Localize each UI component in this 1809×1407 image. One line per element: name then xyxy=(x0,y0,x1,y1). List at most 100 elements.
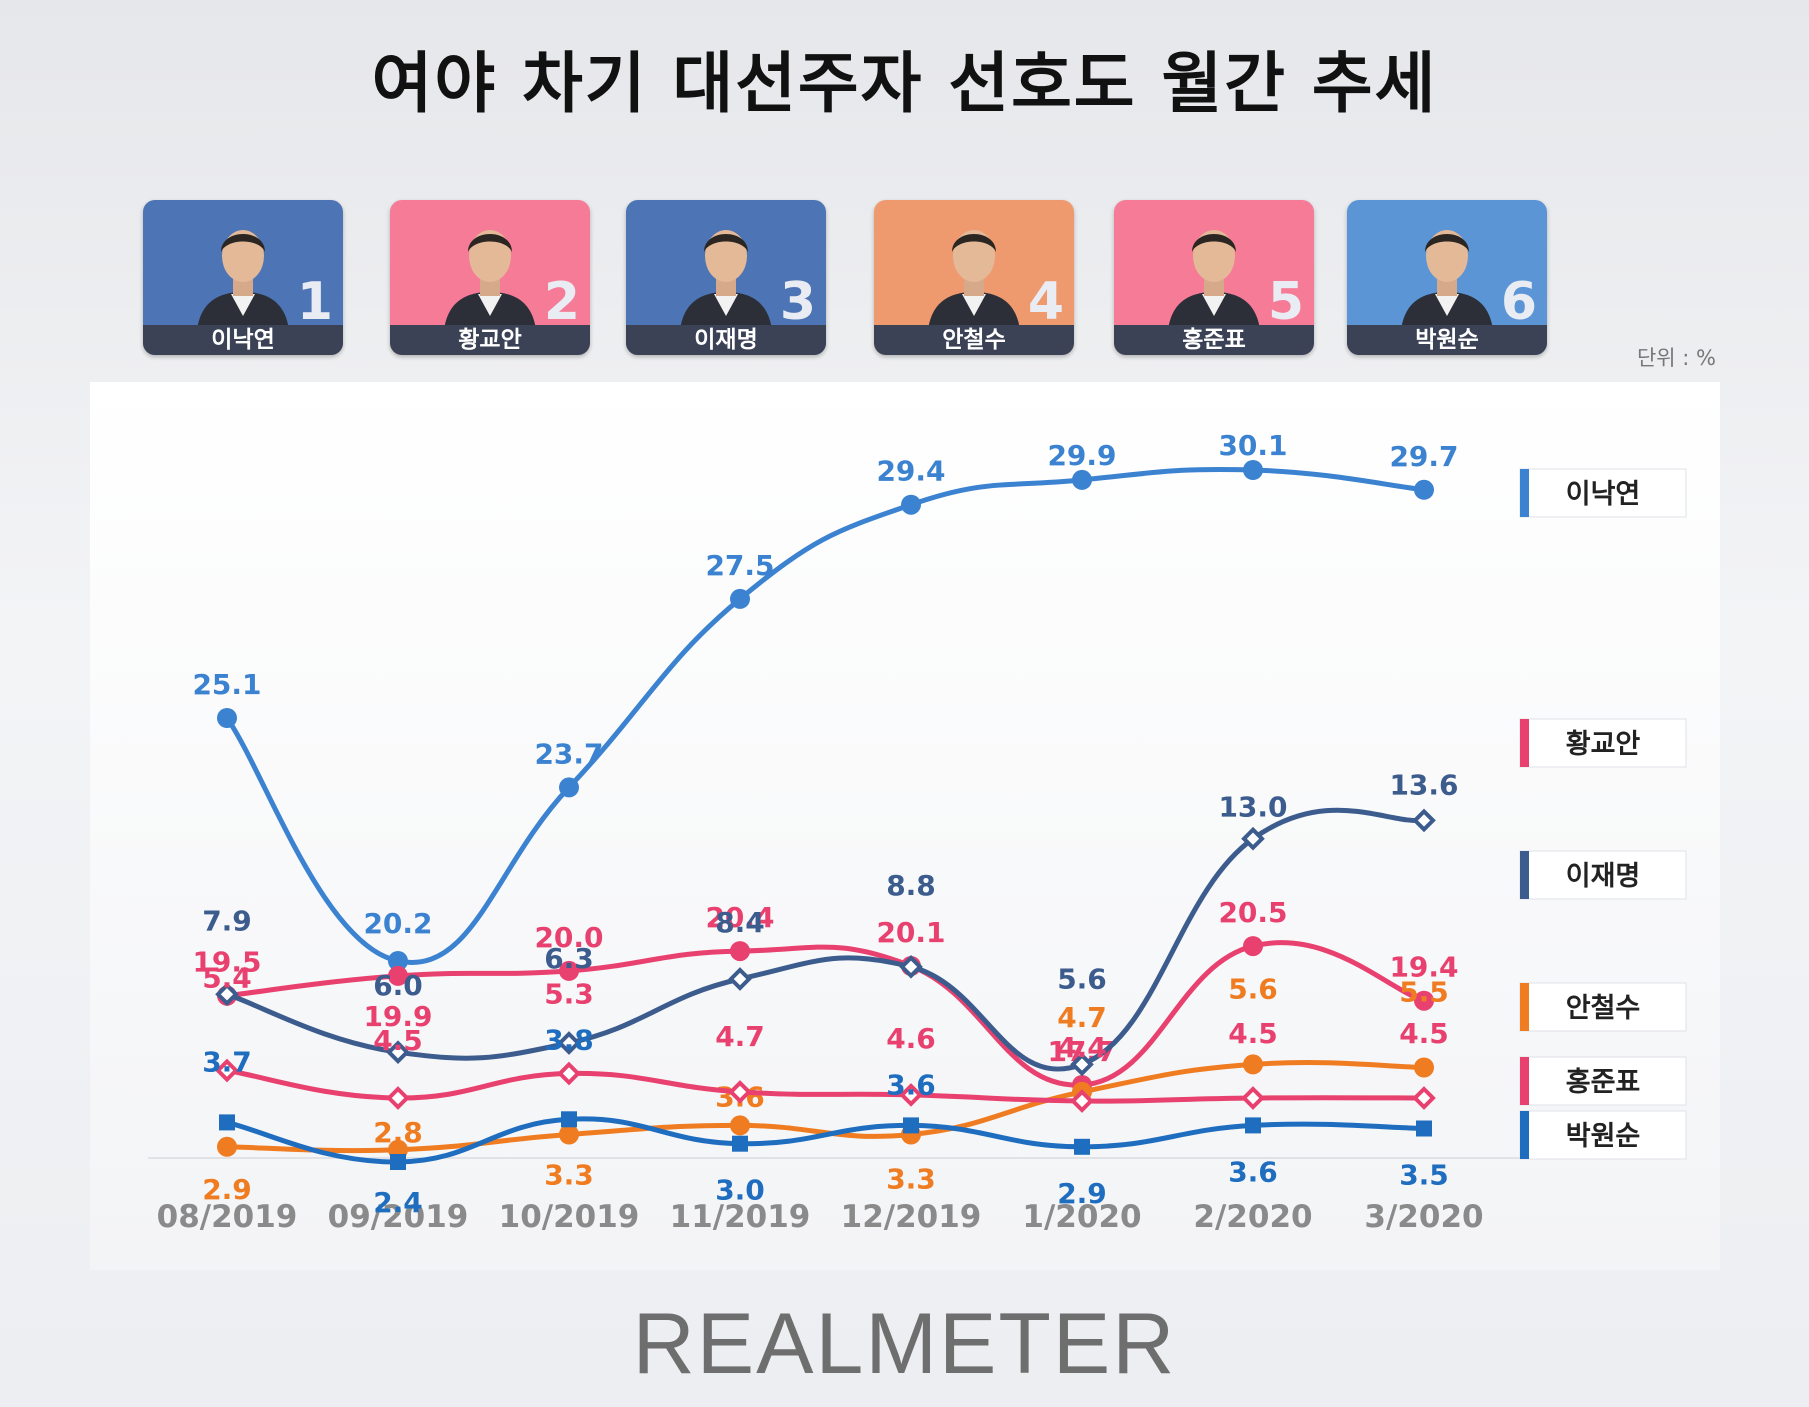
data-point xyxy=(730,941,750,962)
legend-label: 박원순 xyxy=(1566,1121,1641,1152)
data-point xyxy=(1245,1117,1261,1134)
legend-swatch xyxy=(1520,851,1529,899)
legend-box xyxy=(1519,982,1687,1032)
data-label: 2.8 xyxy=(373,1116,423,1149)
candidate-rank: 4 xyxy=(1027,272,1064,332)
data-label: 6.3 xyxy=(544,942,594,975)
data-label: 20.1 xyxy=(876,916,945,949)
data-label: 3.6 xyxy=(1228,1155,1278,1188)
data-point xyxy=(1414,990,1434,1011)
data-label: 2.4 xyxy=(373,1186,423,1219)
candidate-card: 4 안철수 xyxy=(874,200,1074,355)
data-label: 5.5 xyxy=(1399,976,1449,1009)
data-point xyxy=(386,1086,410,1110)
data-label: 5.6 xyxy=(1057,962,1107,995)
data-label: 20.4 xyxy=(705,901,774,934)
data-label: 3.7 xyxy=(202,1045,252,1078)
data-point xyxy=(1243,460,1263,480)
data-point xyxy=(215,982,239,1007)
data-point xyxy=(1412,808,1436,833)
data-label: 20.2 xyxy=(363,907,432,940)
data-point xyxy=(390,1154,406,1170)
data-point xyxy=(901,494,921,515)
data-label: 4.5 xyxy=(1228,1017,1278,1050)
legend-swatch xyxy=(1520,1057,1529,1105)
data-label: 20.5 xyxy=(1218,896,1287,929)
data-label: 3.8 xyxy=(544,1023,594,1056)
data-label: 3.5 xyxy=(1399,1159,1449,1192)
data-label: 2.9 xyxy=(1057,1177,1107,1210)
data-label: 4.6 xyxy=(886,1022,936,1055)
candidate-rank: 1 xyxy=(296,272,333,332)
line-chart: 08/2019 09/2019 10/2019 11/2019 12/2019 1/202… xyxy=(148,429,1687,1235)
person-photo-icon xyxy=(680,230,772,330)
data-point xyxy=(557,1061,581,1086)
data-label: 25.1 xyxy=(192,668,261,701)
data-point xyxy=(1412,1086,1436,1110)
data-label: 29.4 xyxy=(876,455,945,488)
candidate-card: 5 홍준표 xyxy=(1114,200,1314,355)
data-point xyxy=(388,951,408,971)
data-point xyxy=(559,960,579,981)
data-point xyxy=(557,1031,581,1055)
data-label: 29.7 xyxy=(1389,440,1458,473)
data-label: 7.9 xyxy=(202,904,252,937)
candidate-rank: 2 xyxy=(543,272,580,332)
candidate-rank: 3 xyxy=(779,272,816,332)
data-label: 29.9 xyxy=(1047,439,1116,472)
data-label: 3.0 xyxy=(715,1174,765,1207)
series-line xyxy=(224,1116,1427,1165)
x-tick-label: 09/2019 xyxy=(328,1199,469,1235)
data-point xyxy=(1243,936,1263,957)
data-label: 3.6 xyxy=(886,1068,936,1101)
series-line xyxy=(224,1068,1427,1104)
data-label: 2.9 xyxy=(202,1173,252,1206)
data-point xyxy=(1416,1120,1432,1137)
candidate-rank: 6 xyxy=(1500,272,1537,332)
legend-box xyxy=(1519,850,1687,900)
person-photo-icon xyxy=(197,230,289,330)
candidate-rank: 5 xyxy=(1267,272,1304,332)
data-label: 3.3 xyxy=(886,1163,936,1196)
x-tick-label: 08/2019 xyxy=(157,1199,298,1235)
candidate-card: 2 황교안 xyxy=(390,200,590,355)
legend-label: 황교안 xyxy=(1566,729,1641,760)
candidate-name: 황교안 xyxy=(390,325,590,355)
data-point xyxy=(1414,1057,1434,1078)
data-label: 19.9 xyxy=(363,1000,432,1033)
x-tick-label: 3/2020 xyxy=(1364,1199,1483,1235)
x-tick-label: 10/2019 xyxy=(499,1199,640,1235)
series-line xyxy=(224,940,1427,1088)
data-label: 5.3 xyxy=(544,978,594,1011)
chart-panel: 08/2019 09/2019 10/2019 11/2019 12/2019 1/202… xyxy=(90,382,1720,1270)
legend-label: 안철수 xyxy=(1566,993,1641,1024)
data-point xyxy=(730,1115,750,1136)
data-point xyxy=(386,1040,410,1065)
candidate-name: 홍준표 xyxy=(1114,325,1314,355)
data-point xyxy=(1241,1086,1265,1110)
page-title: 여야 차기 대선주자 선호도 월간 추세 xyxy=(371,45,1438,122)
legend-label: 이낙연 xyxy=(1566,479,1641,510)
data-point xyxy=(899,954,923,979)
person-photo-icon xyxy=(444,230,536,330)
x-tick-label: 12/2019 xyxy=(841,1199,982,1235)
data-point xyxy=(1074,1138,1090,1155)
data-point xyxy=(728,967,752,991)
data-point xyxy=(732,1135,748,1152)
candidate-card: 6 박원순 xyxy=(1347,200,1547,355)
data-point xyxy=(903,1117,919,1134)
brand-logo: REALMETER xyxy=(632,1296,1177,1392)
data-point xyxy=(219,1114,235,1131)
x-tick-label: 1/2020 xyxy=(1022,1199,1141,1235)
x-tick-label: 11/2019 xyxy=(670,1199,811,1235)
person-photo-icon xyxy=(1168,230,1260,330)
legend-swatch xyxy=(1520,469,1529,517)
candidate-name: 박원순 xyxy=(1347,325,1547,355)
data-label: 4.4 xyxy=(1057,1031,1107,1064)
data-point xyxy=(559,1124,579,1145)
legend-swatch xyxy=(1520,983,1529,1031)
data-point xyxy=(561,1111,577,1128)
data-label: 13.6 xyxy=(1389,768,1458,801)
data-label: 8.4 xyxy=(715,906,765,939)
data-label: 27.5 xyxy=(705,549,774,582)
